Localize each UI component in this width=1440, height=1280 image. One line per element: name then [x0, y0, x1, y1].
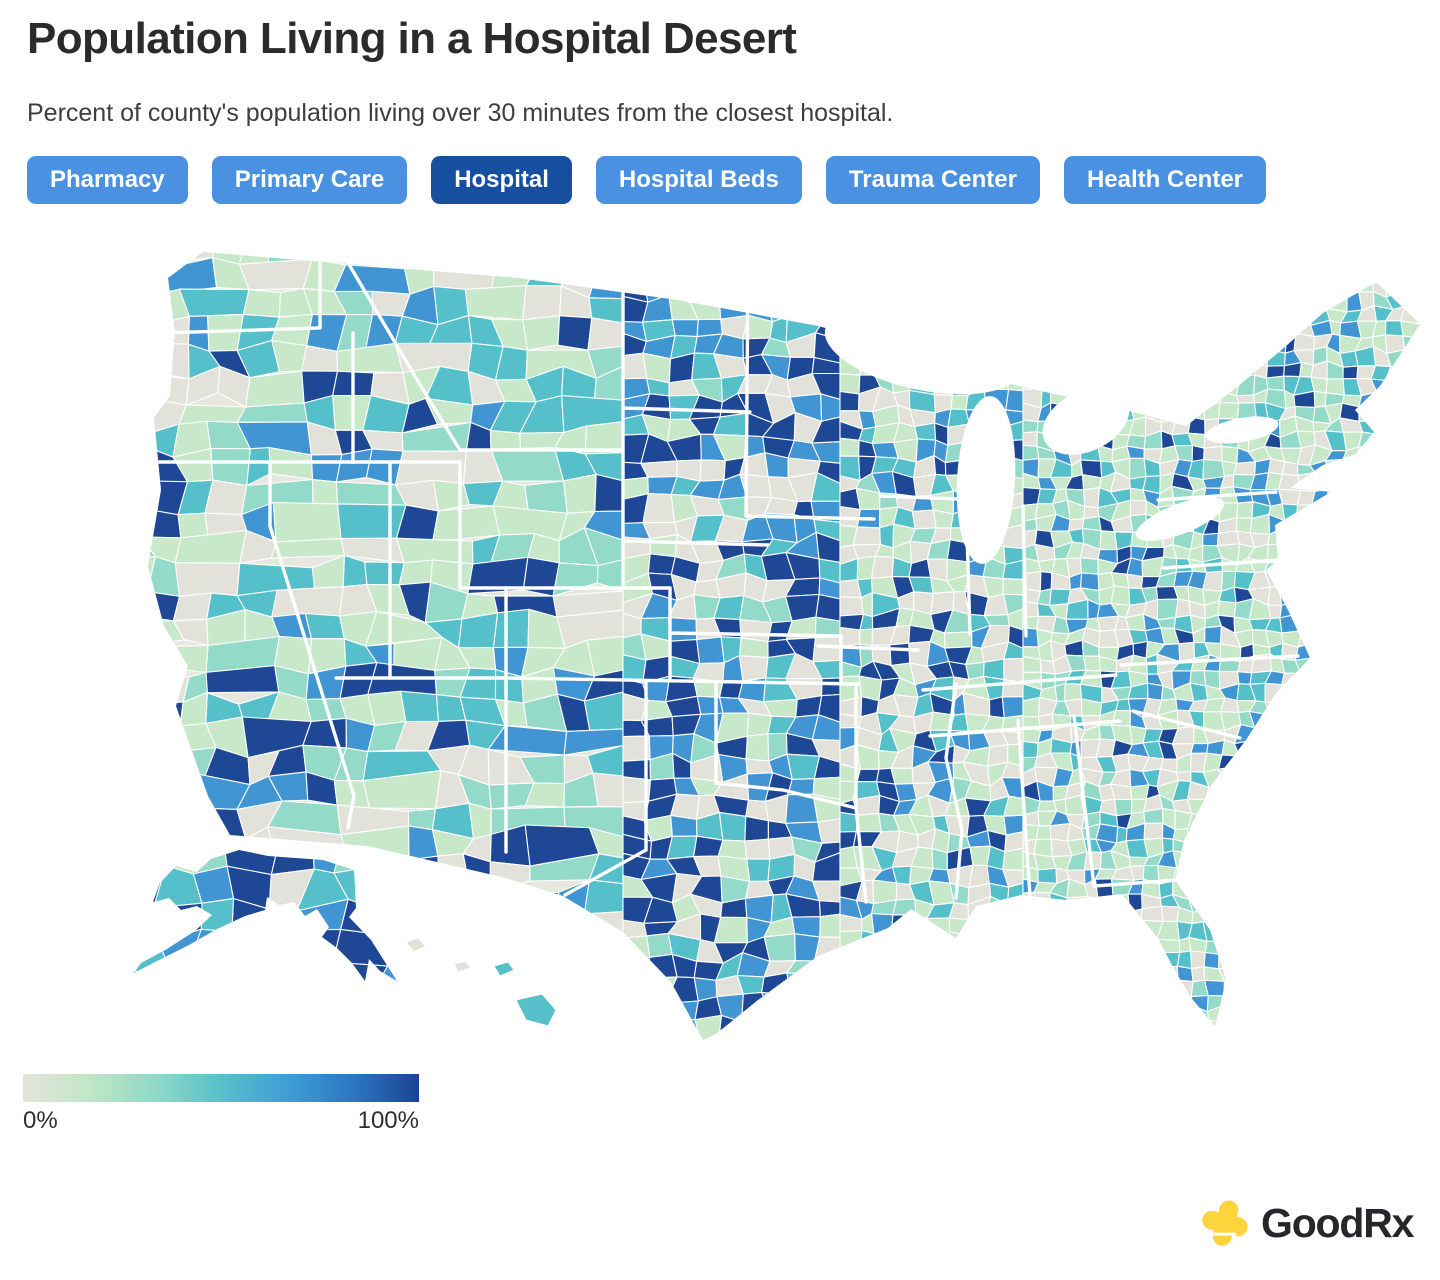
goodrx-logo-text: GoodRx: [1261, 1199, 1414, 1247]
tab-hospital[interactable]: Hospital: [431, 156, 572, 204]
goodrx-plus-icon: [1192, 1190, 1257, 1255]
page-title: Population Living in a Hospital Desert: [27, 14, 797, 63]
logo-good: Good: [1261, 1199, 1364, 1246]
legend-min-label: 0%: [23, 1107, 58, 1134]
color-legend: 0% 100%: [23, 1074, 419, 1135]
legend-max-label: 100%: [357, 1107, 419, 1134]
us-county-choropleth-map[interactable]: [118, 238, 1420, 1062]
tab-primary-care[interactable]: Primary Care: [211, 156, 408, 204]
legend-gradient-bar: [23, 1074, 419, 1102]
tab-hospital-beds[interactable]: Hospital Beds: [595, 156, 802, 204]
page-subtitle: Percent of county's population living ov…: [27, 99, 894, 127]
tab-pharmacy[interactable]: Pharmacy: [27, 156, 188, 204]
goodrx-logo: GoodRx: [1198, 1196, 1414, 1250]
tab-trauma-center[interactable]: Trauma Center: [825, 156, 1040, 204]
tab-health-center[interactable]: Health Center: [1063, 156, 1267, 204]
category-tabs: Pharmacy Primary Care Hospital Hospital …: [27, 156, 1267, 204]
logo-rx: Rx: [1363, 1199, 1414, 1246]
